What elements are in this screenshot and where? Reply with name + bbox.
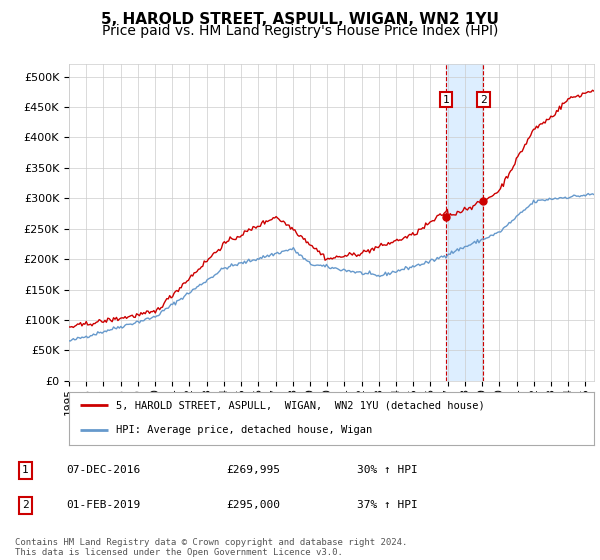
Text: 2: 2	[480, 95, 487, 105]
Text: Contains HM Land Registry data © Crown copyright and database right 2024.
This d: Contains HM Land Registry data © Crown c…	[15, 538, 407, 557]
Text: 5, HAROLD STREET, ASPULL, WIGAN, WN2 1YU: 5, HAROLD STREET, ASPULL, WIGAN, WN2 1YU	[101, 12, 499, 27]
Bar	[446, 64, 484, 381]
Text: 37% ↑ HPI: 37% ↑ HPI	[357, 501, 418, 510]
Text: £269,995: £269,995	[226, 465, 280, 475]
Text: 1: 1	[22, 465, 29, 475]
Text: 1: 1	[443, 95, 449, 105]
Text: 30% ↑ HPI: 30% ↑ HPI	[357, 465, 418, 475]
Text: HPI: Average price, detached house, Wigan: HPI: Average price, detached house, Wiga…	[116, 425, 373, 435]
Text: 2: 2	[22, 501, 29, 510]
Text: 5, HAROLD STREET, ASPULL,  WIGAN,  WN2 1YU (detached house): 5, HAROLD STREET, ASPULL, WIGAN, WN2 1YU…	[116, 400, 485, 410]
Text: £295,000: £295,000	[226, 501, 280, 510]
Text: 01-FEB-2019: 01-FEB-2019	[66, 501, 140, 510]
Text: Price paid vs. HM Land Registry's House Price Index (HPI): Price paid vs. HM Land Registry's House …	[102, 24, 498, 38]
Text: 07-DEC-2016: 07-DEC-2016	[66, 465, 140, 475]
